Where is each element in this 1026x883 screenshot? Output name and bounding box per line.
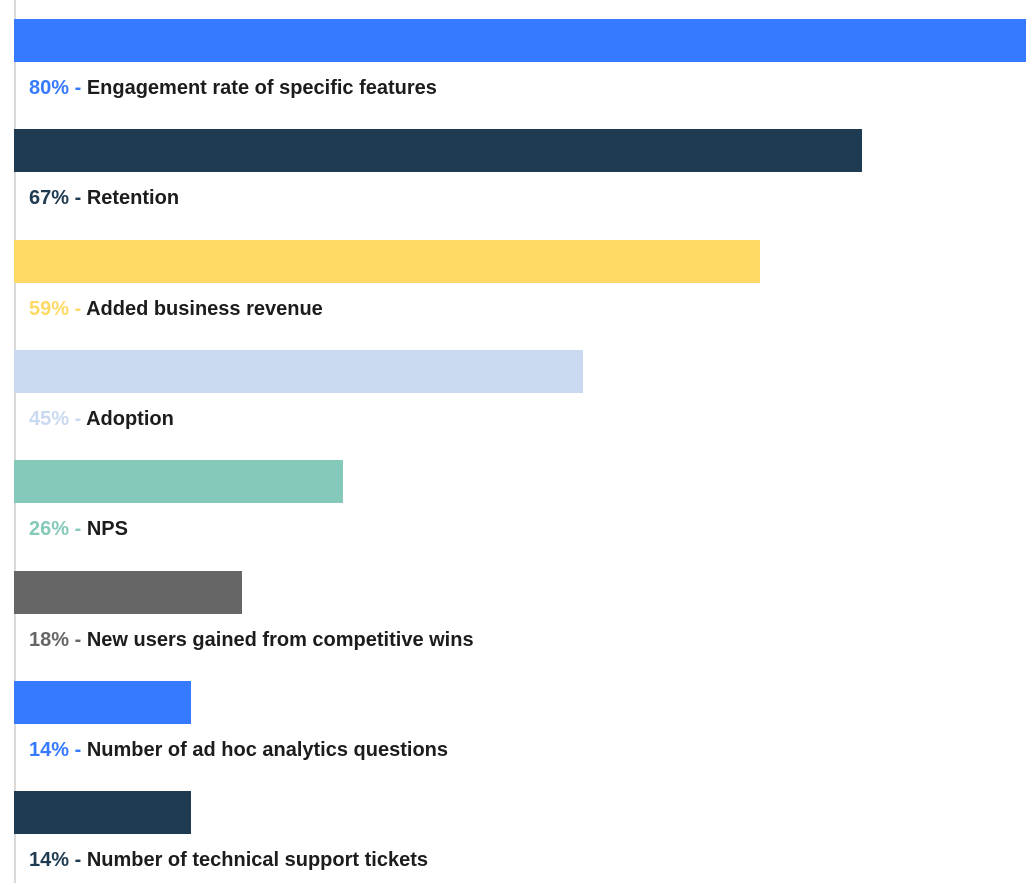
bar-value-label: 26% - <box>29 518 87 540</box>
bar-value-label: 14% - <box>29 849 87 871</box>
bar-label-2: 67% - Retention <box>29 185 179 211</box>
bar-label-5: 26% - NPS <box>29 516 128 542</box>
bar-7 <box>14 681 191 724</box>
bar-category-label: New users gained from competitive wins <box>86 629 474 651</box>
bar-category-label: Number of ad hoc analytics questions <box>86 739 448 761</box>
bar-category-label: Engagement rate of specific features <box>86 77 437 99</box>
bar-category-label: Number of technical support tickets <box>86 849 428 871</box>
bar-value-label: 18% - <box>29 629 87 651</box>
bar-category-label: NPS <box>86 518 128 540</box>
bar-category-label: Added business revenue <box>86 298 323 320</box>
bar-value-label: 14% - <box>29 739 87 761</box>
bar-label-7: 14% - Number of ad hoc analytics questio… <box>29 737 448 763</box>
bar-5 <box>14 460 343 503</box>
bar-value-label: 59% - <box>29 298 87 320</box>
bar-6 <box>14 571 242 614</box>
bar-label-4: 45% - Adoption <box>29 406 174 432</box>
bar-value-label: 67% - <box>29 187 87 209</box>
bar-4 <box>14 350 583 393</box>
bar-label-3: 59% - Added business revenue <box>29 296 323 322</box>
bar-label-8: 14% - Number of technical support ticket… <box>29 847 428 873</box>
bar-category-label: Retention <box>86 187 180 209</box>
bar-label-6: 18% - New users gained from competitive … <box>29 627 474 653</box>
bar-1 <box>14 19 1026 62</box>
bar-8 <box>14 791 191 834</box>
bar-3 <box>14 240 760 283</box>
bar-2 <box>14 129 862 172</box>
bar-value-label: 80% - <box>29 77 87 99</box>
bar-label-1: 80% - Engagement rate of specific featur… <box>29 75 437 101</box>
bar-category-label: Adoption <box>86 408 174 430</box>
y-axis-line <box>14 0 16 883</box>
bar-value-label: 45% - <box>29 408 87 430</box>
